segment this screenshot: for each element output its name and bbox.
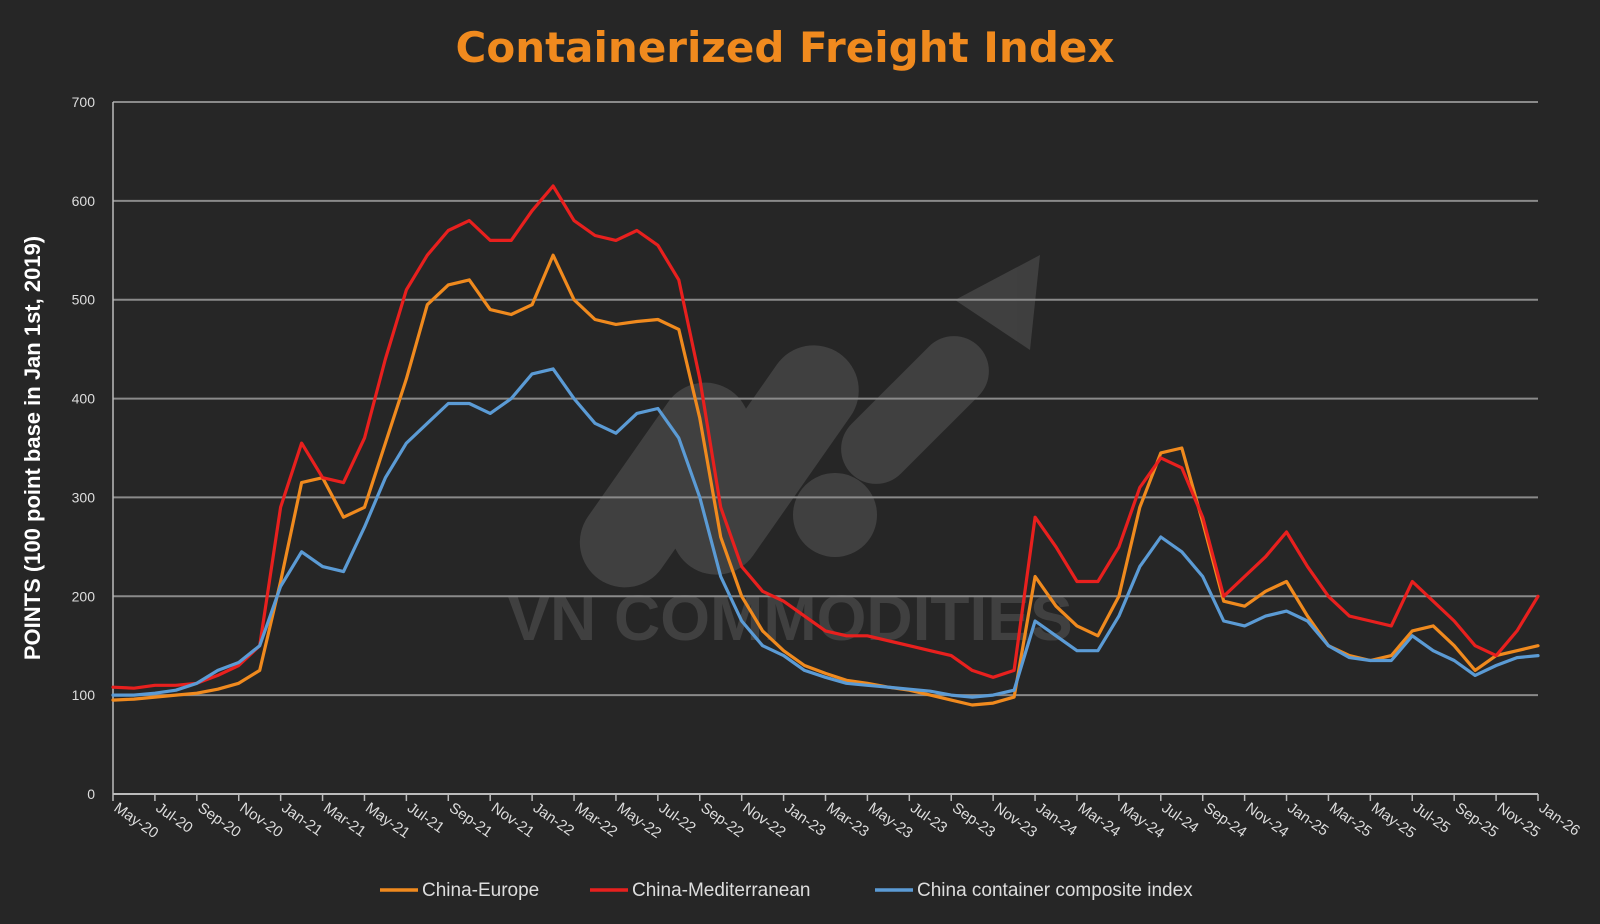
series-line-china-europe [111,253,1540,707]
y-tick-label: 300 [72,489,96,505]
watermark-text: VN COMMODITIES [507,582,1072,654]
series-lines [111,184,1540,707]
y-tick-label: 100 [72,687,96,703]
legend: China-Europe China-Mediterranean China con… [380,880,1193,901]
y-axis-ticks: 0 100 200 300 400 500 600 700 [72,94,96,802]
y-tick-label: 0 [87,786,95,802]
legend-label: China-Mediterranean [632,880,811,901]
legend-label: China-Europe [422,880,539,901]
y-tick-label: 400 [72,391,96,407]
legend-label: China container composite index [917,880,1193,901]
watermark-logo: VN COMMODITIES [507,255,1073,654]
series-line-china-mediterranean [111,184,1540,690]
y-tick-label: 600 [72,193,96,209]
series-line-china-container-composite-index [111,367,1540,699]
y-tick-label: 500 [72,292,96,308]
y-tick-label: 700 [72,94,96,110]
grid-lines [113,101,1538,697]
chart-title: Containerized Freight Index [456,23,1115,72]
y-axis-label: POINTS (100 point base in Jan 1st, 2019) [20,236,45,660]
y-tick-label: 200 [72,588,96,604]
